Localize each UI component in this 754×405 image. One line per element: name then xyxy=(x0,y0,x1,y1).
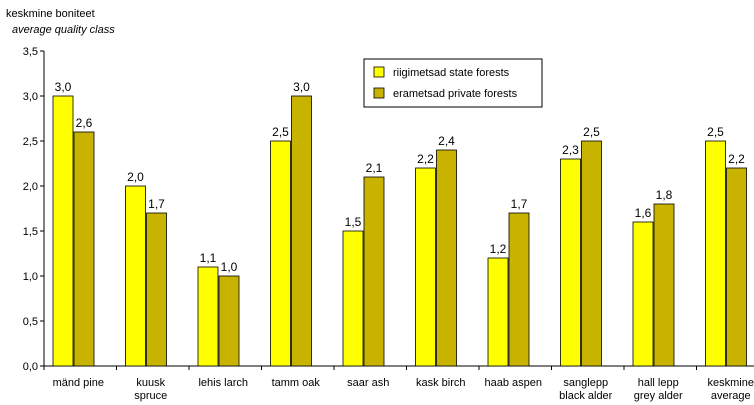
y-tick-label: 1,5 xyxy=(23,226,38,238)
x-category-label: hall lepp xyxy=(638,377,679,389)
bar-value-label: 1,0 xyxy=(221,260,238,274)
y-tick-label: 2,0 xyxy=(23,181,38,193)
bar xyxy=(487,257,509,367)
bar-value-label: 1,6 xyxy=(635,206,652,220)
x-category-label: grey alder xyxy=(634,390,683,402)
bar xyxy=(73,131,95,367)
y-tick-label: 2,5 xyxy=(23,136,38,148)
x-category-label: spruce xyxy=(134,390,167,402)
bar xyxy=(342,230,364,367)
bar-value-label: 2,1 xyxy=(366,161,383,175)
y-tick-label: 3,0 xyxy=(23,91,38,103)
y-axis-title: keskmine boniteet xyxy=(6,8,95,20)
legend-swatch xyxy=(373,87,385,99)
bar-value-label: 2,3 xyxy=(562,143,579,157)
bar xyxy=(653,203,675,367)
bar xyxy=(270,140,291,367)
bar xyxy=(581,140,602,367)
bar-value-label: 2,5 xyxy=(583,125,600,139)
x-category-label: mänd pine xyxy=(53,377,104,389)
legend-swatch xyxy=(373,66,385,78)
bar xyxy=(52,95,74,367)
bar-value-label: 2,2 xyxy=(417,152,434,166)
x-category-label: kuusk xyxy=(136,377,165,389)
bar-value-label: 1,2 xyxy=(490,242,507,256)
y-tick-label: 0,0 xyxy=(23,361,38,373)
legend-label: riigimetsad state forests xyxy=(393,67,510,79)
x-category-label: kask birch xyxy=(416,377,466,389)
bar xyxy=(125,185,146,367)
bar-value-label: 1,7 xyxy=(511,197,528,211)
bar-value-label: 2,5 xyxy=(272,125,289,139)
x-category-label: keskmine xyxy=(708,377,754,389)
bar xyxy=(632,221,654,367)
bar-value-label: 1,5 xyxy=(345,215,362,229)
bar xyxy=(146,212,167,367)
x-category-label: haab aspen xyxy=(485,377,543,389)
bar-value-label: 2,5 xyxy=(707,125,724,139)
bar-value-label: 1,8 xyxy=(656,188,673,202)
x-category-label: average xyxy=(711,390,751,402)
bar xyxy=(726,167,747,367)
bar xyxy=(508,212,530,367)
legend-label: erametsad private forests xyxy=(393,88,518,100)
bar-value-label: 2,2 xyxy=(728,152,745,166)
bar-value-label: 2,0 xyxy=(127,170,144,184)
bar-value-label: 2,6 xyxy=(76,116,93,130)
bar-value-label: 3,0 xyxy=(293,80,310,94)
bar xyxy=(291,95,312,367)
y-tick-label: 1,0 xyxy=(23,271,38,283)
bar xyxy=(197,266,219,367)
bar xyxy=(218,275,240,367)
x-category-label: sanglepp xyxy=(563,377,608,389)
legend-box xyxy=(363,58,543,108)
bar-value-label: 1,1 xyxy=(200,251,217,265)
bar-value-label: 2,4 xyxy=(438,134,455,148)
bar-value-label: 3,0 xyxy=(55,80,72,94)
y-tick-label: 3,5 xyxy=(23,46,38,58)
bar xyxy=(560,158,581,367)
x-category-label: lehis larch xyxy=(198,377,248,389)
bar-value-label: 1,7 xyxy=(148,197,165,211)
x-category-label: tamm oak xyxy=(272,377,321,389)
y-tick-label: 0,5 xyxy=(23,316,38,328)
bar xyxy=(363,176,385,367)
x-category-label: saar ash xyxy=(347,377,389,389)
bar xyxy=(415,167,436,367)
x-category-label: black alder xyxy=(559,390,613,402)
y-axis-subtitle: average quality class xyxy=(12,24,115,36)
bar xyxy=(436,149,457,367)
bar xyxy=(705,140,726,367)
